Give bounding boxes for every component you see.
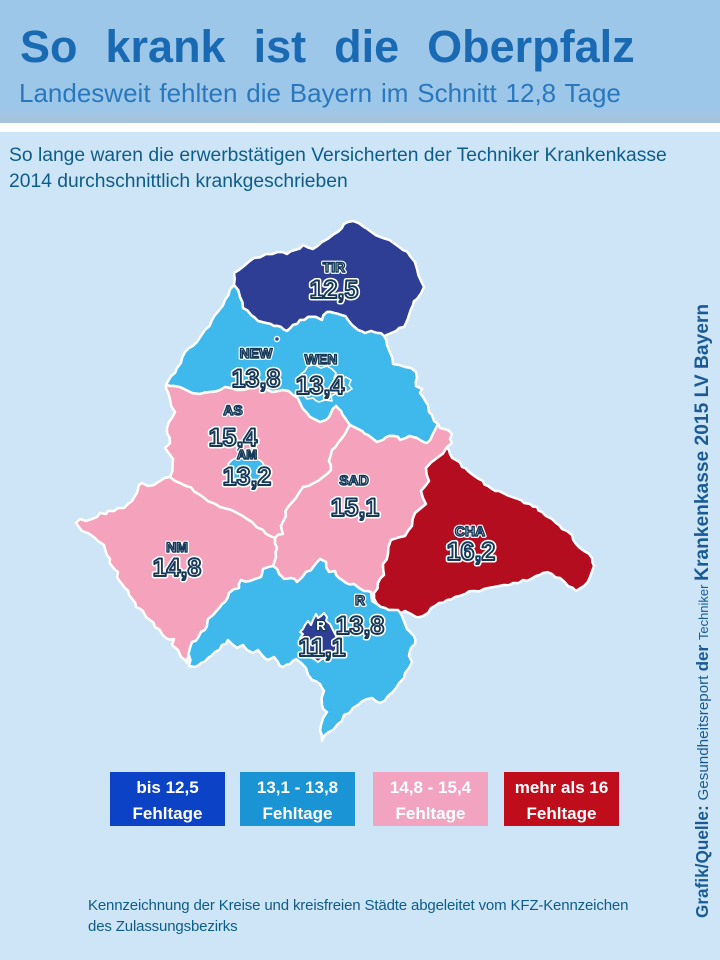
svg-text:CHA: CHA: [455, 523, 485, 539]
svg-text:13,8: 13,8: [336, 612, 385, 640]
svg-text:WEN: WEN: [305, 351, 338, 367]
svg-text:16,2: 16,2: [447, 538, 496, 566]
svg-text:15,1: 15,1: [331, 494, 380, 522]
svg-text:NM: NM: [166, 539, 188, 555]
svg-text:15,1: 15,1: [331, 494, 380, 522]
svg-text:AS: AS: [223, 402, 242, 418]
svg-text:NEW: NEW: [240, 345, 273, 361]
svg-text:11,1: 11,1: [298, 634, 345, 662]
svg-text:12,5: 12,5: [310, 276, 359, 304]
svg-text:TIR: TIR: [323, 259, 346, 275]
svg-text:SAD: SAD: [339, 472, 369, 488]
svg-text:14,8: 14,8: [153, 554, 202, 582]
svg-text:NEW: NEW: [240, 345, 273, 361]
svg-text:AM: AM: [237, 447, 257, 462]
svg-text:13,8: 13,8: [336, 612, 385, 640]
svg-text:15,4: 15,4: [209, 424, 258, 452]
svg-text:11,1: 11,1: [298, 634, 345, 662]
svg-text:AM: AM: [237, 447, 257, 462]
svg-text:CHA: CHA: [455, 523, 485, 539]
svg-text:13,2: 13,2: [223, 463, 272, 491]
svg-text:15,4: 15,4: [209, 424, 258, 452]
svg-text:SAD: SAD: [339, 472, 369, 488]
svg-text:R: R: [316, 618, 326, 633]
svg-text:13,2: 13,2: [223, 463, 272, 491]
svg-text:13,4: 13,4: [296, 372, 345, 400]
svg-text:R: R: [355, 592, 365, 608]
svg-text:12,5: 12,5: [310, 276, 359, 304]
svg-text:AS: AS: [223, 402, 242, 418]
svg-text:14,8: 14,8: [153, 554, 202, 582]
svg-text:16,2: 16,2: [447, 538, 496, 566]
svg-text:TIR: TIR: [323, 259, 346, 275]
svg-text:NM: NM: [166, 539, 188, 555]
svg-text:13,4: 13,4: [296, 372, 345, 400]
svg-text:13,8: 13,8: [232, 365, 281, 393]
svg-text:13,8: 13,8: [232, 365, 281, 393]
svg-text:WEN: WEN: [305, 351, 338, 367]
svg-text:R: R: [355, 592, 365, 608]
svg-text:R: R: [316, 618, 326, 633]
